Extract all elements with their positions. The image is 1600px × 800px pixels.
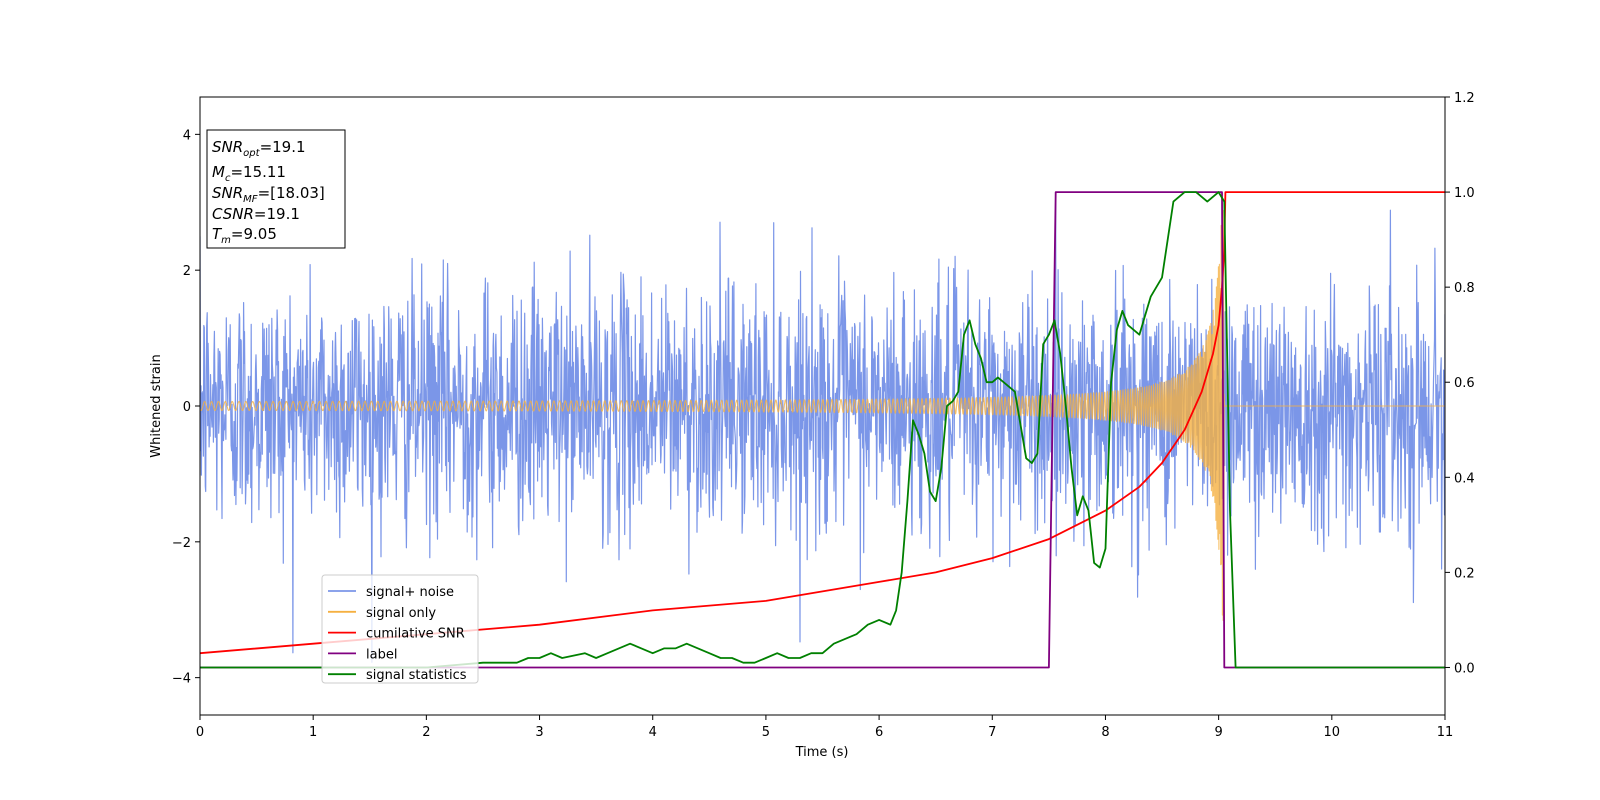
series-line-signal-statistics [200,191,1445,669]
series-line-cumilative-snr [200,191,1445,655]
x-tick-label: 11 [1437,725,1454,740]
x-tick-label: 4 [649,725,657,740]
x-tick-label: 6 [875,725,883,740]
series-line-signal-noise [200,195,1445,663]
x-axis-label: Time (s) [795,745,849,760]
x-tick-label: 0 [196,725,204,740]
y-left-tick-label: 4 [183,128,191,143]
y-right-tick-label: 0.2 [1454,566,1475,581]
legend-frame [321,574,479,684]
y-right-tick-label: 0.8 [1454,281,1475,296]
y-right-tick-label: 0.4 [1454,471,1475,486]
y-axis-right: 0.0 0.2 0.4 0.6 0.8 1.0 1.2 [1445,91,1475,676]
y-right-tick-label: 1.2 [1454,91,1475,106]
legend-label-signal-noise: signal+ noise [366,585,454,600]
annotation-lines: SNRopt=19.1 Mc=15.11SNRMF=[18.03]CSNR=19.… [212,138,325,246]
legend: signal+ noise signal only cumilative SNR la… [321,574,479,684]
y-left-tick-label: −2 [172,536,191,551]
annotation-line: Tm=9.05 [212,225,277,246]
y-axis-left: −4 −2 0 2 4 [172,128,200,687]
legend-label-signal-only: signal only [366,606,436,621]
x-axis: 0 1 2 3 4 5 6 7 8 9 10 11 [196,715,1453,740]
annotation-line: CSNR=19.1 [212,205,300,223]
legend-label-label: label [366,647,397,662]
y-right-tick-label: 0.6 [1454,376,1475,391]
annotation-box: SNRopt=19.1 Mc=15.11SNRMF=[18.03]CSNR=19.… [206,129,346,249]
x-tick-label: 9 [1214,725,1222,740]
y-left-tick-label: 0 [183,400,191,415]
x-tick-label: 1 [309,725,317,740]
y-right-tick-label: 1.0 [1454,186,1475,201]
annotation-line: SNRMF=[18.03] [212,184,325,205]
y-right-tick-label: 0.0 [1454,661,1475,676]
x-tick-label: 5 [762,725,770,740]
legend-items: signal+ noise signal only cumilative SNR la… [328,585,467,683]
legend-label-cumilative-snr: cumilative SNR [366,627,465,642]
series-line-signal-only [200,209,1445,621]
annotation-line: Mc=15.11 [212,163,286,184]
x-tick-label: 2 [422,725,430,740]
y-left-tick-label: −4 [172,672,191,687]
y-left-tick-label: 2 [183,264,191,279]
x-tick-label: 7 [988,725,996,740]
x-tick-label: 3 [535,725,543,740]
annotation-frame [206,129,346,249]
legend-label-signal-statistics: signal statistics [366,668,467,683]
x-tick-label: 10 [1324,725,1341,740]
y-axis-label: Whitened strain [149,354,164,457]
annotation-line: SNRopt=19.1 [212,138,306,159]
series-layer [200,191,1445,669]
x-tick-label: 8 [1101,725,1109,740]
